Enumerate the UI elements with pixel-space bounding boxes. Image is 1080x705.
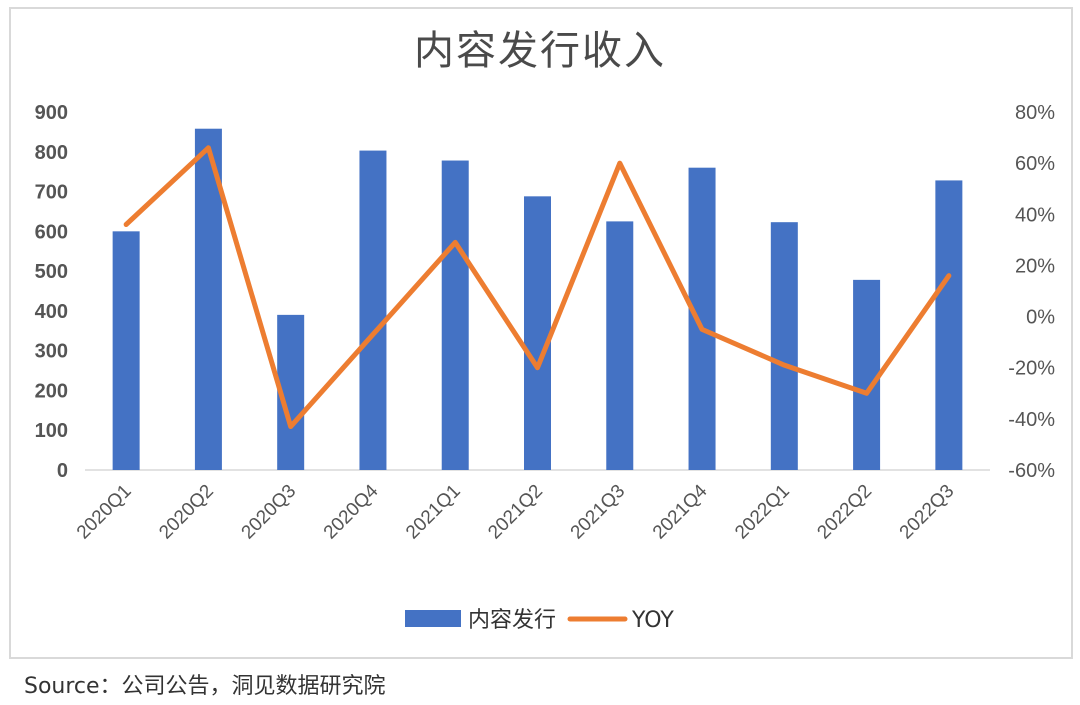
y2-tick-label: 20% [1015,255,1055,277]
bar-2021Q1 [441,160,469,471]
x-tick-label: 2020Q3 [238,481,301,544]
bar-series [112,128,963,471]
x-tick-label: 2022Q1 [731,481,794,544]
y2-tick-label: -40% [1008,409,1055,431]
y-tick-label: 200 [35,380,68,402]
y-tick-label: 100 [35,420,68,442]
y-tick-label: 500 [35,261,68,283]
y-tick-label: 600 [35,221,68,243]
bar-2022Q1 [770,222,798,470]
chart-title: 内容发行收入 [414,28,666,74]
bar-2021Q3 [606,221,634,470]
x-tick-label: 2021Q4 [649,480,712,543]
x-tick-label: 2022Q2 [813,481,876,544]
bar-2020Q4 [359,150,387,470]
y-tick-label: 700 [35,182,68,204]
y2-tick-label: -60% [1008,460,1055,482]
x-tick-label: 2020Q2 [155,481,218,544]
bar-2020Q1 [112,231,140,470]
yoy-series [123,145,952,430]
y2-tick-label: -20% [1008,358,1055,380]
x-tick-label: 2021Q1 [402,481,465,544]
y-tick-label: 400 [35,301,68,323]
legend-line-label: YOY [631,608,674,633]
legend-bar-label: 内容发行 [468,608,556,633]
y2-tick-label: 60% [1015,153,1055,175]
y2-tick-label: 40% [1015,204,1055,226]
legend: 内容发行 YOY [405,608,674,633]
y2-tick-label: 0% [1026,307,1055,329]
bar-2021Q4 [688,167,716,470]
source-note: Source：公司公告，洞见数据研究院 [24,674,386,699]
x-tick-label: 2020Q4 [320,480,383,543]
y-tick-label: 0 [57,460,68,482]
x-tick-label: 2021Q2 [484,481,547,544]
y-tick-label: 800 [35,142,68,164]
y-tick-label: 300 [35,341,68,363]
y-tick-label: 900 [35,102,68,124]
x-tick-label: 2021Q3 [567,481,630,544]
x-tick-label: 2020Q1 [73,481,136,544]
bar-2021Q2 [524,196,551,470]
bar-2022Q3 [935,180,963,470]
legend-bar-swatch [405,610,461,627]
y2-tick-label: 80% [1015,102,1055,124]
x-tick-label: 2022Q3 [896,481,959,544]
bar-2022Q2 [853,279,881,470]
chart-svg: 900 800 700 600 500 400 300 200 100 0 80% 60% 40% 20%… [35,102,1056,633]
